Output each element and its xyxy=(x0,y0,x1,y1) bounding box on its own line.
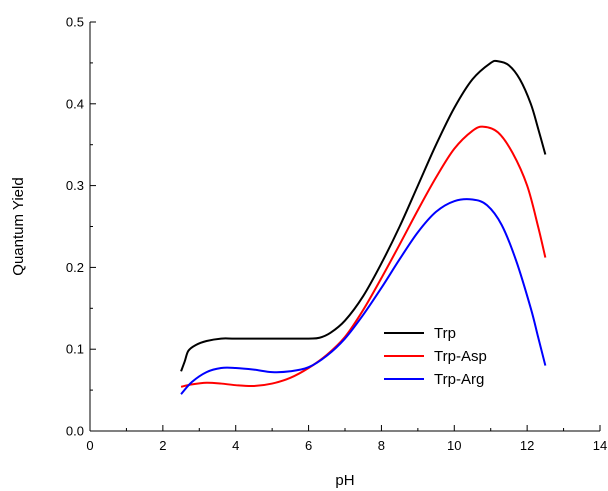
y-tick-label: 0.0 xyxy=(66,424,84,439)
y-tick-label: 0.3 xyxy=(66,178,84,193)
x-tick-label: 4 xyxy=(232,438,239,453)
y-axis: 0.0 0.1 0.2 0.3 0.4 0.5 xyxy=(66,15,96,439)
series-line-trp xyxy=(180,59,547,372)
x-tick-label: 12 xyxy=(520,438,534,453)
y-tick-label: 0.5 xyxy=(66,15,84,30)
x-tick-label: 8 xyxy=(378,438,385,453)
x-axis: 0 2 4 6 8 10 12 14 xyxy=(86,425,607,453)
x-tick-label: 10 xyxy=(447,438,461,453)
series-line-trp-asp xyxy=(180,125,547,388)
legend: Trp Trp-Asp Trp-Arg xyxy=(384,325,487,388)
legend-label-trp-asp: Trp-Asp xyxy=(434,348,487,365)
x-tick-label: 2 xyxy=(159,438,166,453)
x-tick-label: 14 xyxy=(593,438,607,453)
y-axis-title: Quantum Yield xyxy=(10,177,27,275)
legend-label-trp: Trp xyxy=(434,325,456,342)
legend-label-trp-arg: Trp-Arg xyxy=(434,371,484,388)
series-layer xyxy=(180,59,547,395)
y-tick-label: 0.4 xyxy=(66,96,84,111)
y-tick-label: 0.2 xyxy=(66,260,84,275)
y-tick-label: 0.1 xyxy=(66,342,84,357)
x-tick-label: 6 xyxy=(305,438,312,453)
series-line-trp-arg xyxy=(180,198,547,395)
x-axis-title: pH xyxy=(335,472,354,489)
x-tick-label: 0 xyxy=(86,438,93,453)
